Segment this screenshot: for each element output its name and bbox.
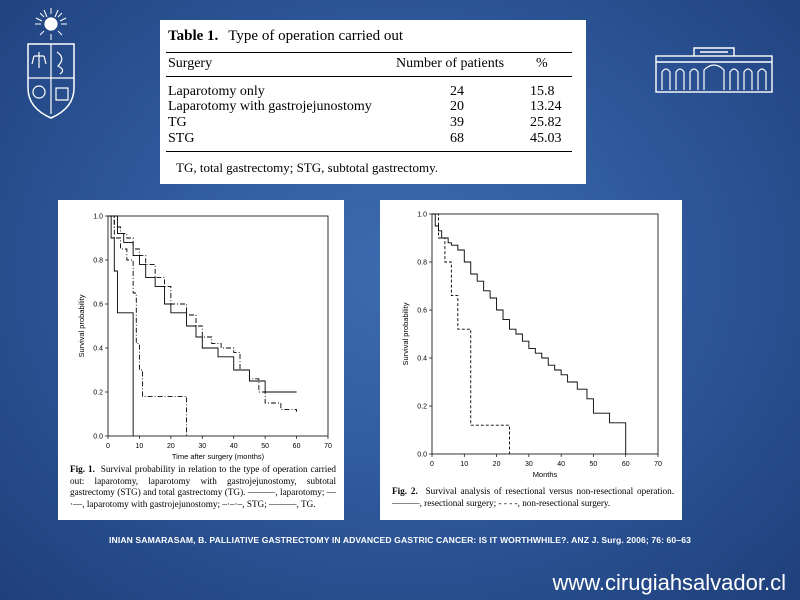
y-tick-label: 0.0 <box>417 452 427 459</box>
y-axis-label: Survival probability <box>401 302 410 365</box>
y-tick-label: 0.6 <box>93 302 103 309</box>
table-header-percent: % <box>536 56 548 71</box>
x-tick-label: 10 <box>460 461 468 468</box>
survival-series-dashdot-gastrojejunostomy <box>108 215 188 436</box>
x-tick-label: 50 <box>261 443 269 450</box>
plot-frame <box>431 213 659 455</box>
x-tick-label: 40 <box>557 461 565 468</box>
x-tick-label: 30 <box>525 461 533 468</box>
university-crest-logo <box>27 8 75 119</box>
x-tick-label: 0 <box>106 443 110 450</box>
figure-1: 0 10 20 30 40 50 60 70 0.0 0.2 0.4 0.6 0.8 1.0 Time af… <box>58 200 344 520</box>
survival-chart-resectional: 0 10 20 30 40 50 60 70 0.0 0.2 0.4 0.6 0.8 1.0 Months S… <box>401 212 662 480</box>
y-tick-label: 1.0 <box>93 214 103 221</box>
x-tick-label: 70 <box>654 461 662 468</box>
x-tick-label: 60 <box>293 443 301 450</box>
x-tick-label: 60 <box>622 461 630 468</box>
x-tick-label: 40 <box>230 443 238 450</box>
table-header-patients: Number of patients <box>396 56 505 71</box>
x-tick-label: 20 <box>167 443 175 450</box>
operation-type-table: Table 1. Type of operation carried out Su… <box>160 20 586 184</box>
survival-series-dashdot-STG <box>108 215 298 412</box>
table-footnote: TG, total gastrectomy; STG, subtotal gas… <box>176 160 438 175</box>
citation: INIAN SAMARASAM, B. PALLIATIVE GASTRECTO… <box>109 535 691 545</box>
x-axis-label: Months <box>533 470 558 479</box>
y-tick-label: 0.8 <box>93 258 103 265</box>
survival-chart-by-operation: 0 10 20 30 40 50 60 70 0.0 0.2 0.4 0.6 0.8 1.0 Time af… <box>77 214 332 462</box>
y-tick-label: 1.0 <box>417 212 427 219</box>
figure-2: 0 10 20 30 40 50 60 70 0.0 0.2 0.4 0.6 0.8 1.0 Months S… <box>380 200 682 520</box>
building-facade-logo <box>655 47 773 93</box>
survival-series-solid-laparotomy <box>108 215 134 436</box>
survival-series-solid-TG <box>108 215 297 393</box>
y-axis-label: Survival probability <box>77 294 86 357</box>
table-title: Table 1. Type of operation carried out <box>168 28 404 44</box>
y-tick-label: 0.2 <box>93 390 103 397</box>
table-header-surgery: Surgery <box>168 56 213 71</box>
y-tick-label: 0.4 <box>417 356 427 363</box>
y-tick-label: 0.0 <box>93 434 103 441</box>
x-tick-label: 20 <box>493 461 501 468</box>
website-url[interactable]: www.cirugiahsalvador.cl <box>552 570 786 595</box>
figure-2-caption: Fig. 2. Survival analysis of resectional… <box>392 486 675 508</box>
x-tick-label: 50 <box>590 461 598 468</box>
survival-series-dashed-nonresectional <box>432 213 510 454</box>
x-tick-label: 10 <box>136 443 144 450</box>
x-tick-label: 30 <box>198 443 206 450</box>
plot-frame <box>107 215 329 437</box>
y-tick-label: 0.4 <box>93 346 103 353</box>
x-tick-label: 0 <box>430 461 434 468</box>
y-tick-label: 0.2 <box>417 404 427 411</box>
x-tick-label: 70 <box>324 443 332 450</box>
x-axis-label: Time after surgery (months) <box>172 452 265 461</box>
figure-1-caption: Fig. 1. Survival probability in relation… <box>70 464 336 509</box>
y-tick-label: 0.6 <box>417 308 427 315</box>
y-tick-label: 0.8 <box>417 260 427 267</box>
survival-series-solid-resectional <box>432 213 627 454</box>
